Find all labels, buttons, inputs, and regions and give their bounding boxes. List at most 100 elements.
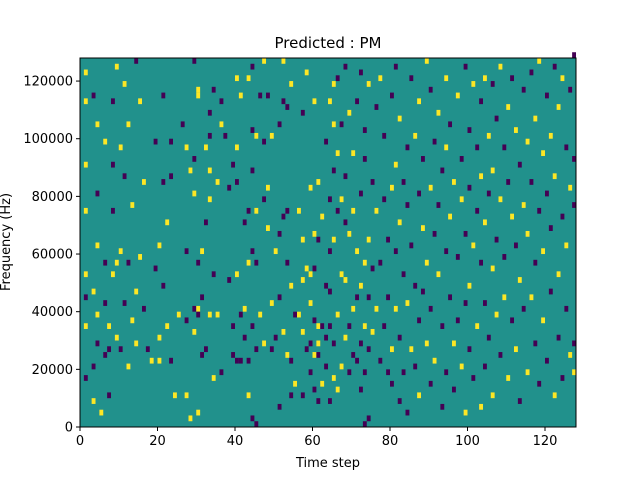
- heatmap-cell: [130, 202, 135, 208]
- x-tick-label: 20: [149, 434, 166, 449]
- heatmap-cell: [510, 317, 515, 324]
- heatmap-cell: [308, 369, 313, 376]
- heatmap-cell: [393, 161, 398, 168]
- heatmap-cell: [320, 380, 325, 387]
- heatmap-cell: [107, 323, 112, 329]
- heatmap-cell: [169, 138, 174, 145]
- heatmap-cell: [382, 323, 387, 329]
- heatmap-cell: [246, 75, 251, 82]
- heatmap-cell: [552, 173, 557, 180]
- heatmap-cell: [479, 98, 484, 105]
- heatmap-cell: [452, 386, 456, 393]
- heatmap-cell: [138, 254, 143, 260]
- heatmap-cell: [490, 167, 495, 174]
- heatmap-cell: [417, 392, 422, 399]
- heatmap-cell: [320, 213, 325, 220]
- heatmap-cell: [285, 352, 290, 358]
- heatmap-cell: [537, 58, 542, 64]
- heatmap-cell: [161, 92, 166, 99]
- heatmap-cell: [204, 346, 208, 353]
- heatmap-cell: [382, 196, 387, 203]
- heatmap-cell: [471, 375, 476, 381]
- heatmap-cell: [114, 63, 119, 70]
- heatmap-cell: [134, 58, 139, 64]
- heatmap-cell: [525, 230, 530, 237]
- heatmap-cell: [401, 271, 406, 278]
- heatmap-cell: [409, 75, 414, 82]
- heatmap-cell: [281, 213, 286, 220]
- heatmap-cell: [277, 121, 282, 128]
- heatmap-cell: [545, 357, 549, 364]
- heatmap-cell: [246, 207, 251, 214]
- heatmap-cell: [359, 340, 363, 347]
- heatmap-cell: [231, 352, 236, 358]
- heatmap-cell: [207, 167, 212, 174]
- heatmap-cell: [285, 104, 290, 110]
- heatmap-cell: [273, 248, 278, 255]
- heatmap-cell: [490, 265, 495, 272]
- heatmap-cell: [262, 340, 267, 347]
- heatmap-cell: [483, 219, 487, 226]
- heatmap-cell: [196, 409, 201, 416]
- heatmap-cell: [467, 282, 472, 289]
- heatmap-cell: [537, 207, 542, 214]
- heatmap-cell: [572, 369, 577, 376]
- heatmap-cell: [242, 334, 247, 341]
- heatmap-cell: [533, 340, 538, 347]
- heatmap-cell: [169, 357, 174, 364]
- heatmap-cell: [541, 248, 546, 255]
- heatmap-cell: [308, 184, 313, 191]
- heatmap-cell: [413, 282, 418, 289]
- heatmap-cell: [196, 92, 201, 99]
- heatmap-cell: [467, 127, 472, 133]
- heatmap-cell: [219, 98, 224, 105]
- heatmap-cell: [312, 98, 317, 105]
- heatmap-cell: [355, 98, 360, 105]
- heatmap-cell: [153, 265, 158, 272]
- heatmap-cell: [529, 69, 534, 76]
- heatmap-cell: [91, 92, 96, 99]
- heatmap-cell: [126, 259, 131, 266]
- heatmap-cell: [386, 294, 391, 301]
- heatmap-cell: [285, 259, 290, 266]
- heatmap-cell: [564, 305, 569, 312]
- heatmap-cell: [486, 190, 491, 197]
- heatmap-cell: [502, 254, 507, 260]
- x-tick-label: 100: [455, 434, 480, 449]
- heatmap-cell: [200, 248, 205, 255]
- heatmap-cell: [227, 277, 232, 283]
- heatmap-cell: [397, 219, 402, 226]
- heatmap-cell: [545, 92, 549, 99]
- heatmap-cell: [122, 173, 127, 180]
- heatmap-cell: [366, 415, 371, 422]
- heatmap-cell: [95, 190, 100, 197]
- heatmap-cell: [541, 317, 546, 324]
- heatmap-cell: [490, 392, 495, 399]
- heatmap-cell: [111, 161, 115, 168]
- heatmap-cell: [269, 346, 274, 353]
- x-tick-label: 80: [382, 434, 399, 449]
- heatmap-cell: [448, 213, 453, 220]
- heatmap-cell: [130, 317, 135, 324]
- heatmap-cell: [138, 98, 143, 105]
- heatmap-cell: [355, 294, 360, 301]
- heatmap-cell: [448, 294, 453, 301]
- heatmap-cell: [560, 375, 565, 381]
- heatmap-cell: [514, 346, 518, 353]
- heatmap-cell: [142, 305, 146, 312]
- heatmap-cell: [188, 415, 193, 422]
- heatmap-cell: [455, 254, 460, 260]
- heatmap-cell: [483, 75, 487, 82]
- heatmap-cell: [250, 415, 255, 422]
- heatmap-cell: [335, 311, 340, 318]
- heatmap-cell: [269, 300, 274, 306]
- heatmap-cell: [289, 81, 294, 87]
- heatmap-cell: [393, 248, 398, 255]
- heatmap-cell: [254, 346, 259, 353]
- heatmap-cell: [347, 323, 352, 329]
- heatmap-cell: [277, 294, 282, 301]
- heatmap-cell: [161, 282, 166, 289]
- heatmap-cell: [432, 230, 437, 237]
- heatmap-cell: [335, 75, 340, 82]
- heatmap-cell: [134, 288, 139, 295]
